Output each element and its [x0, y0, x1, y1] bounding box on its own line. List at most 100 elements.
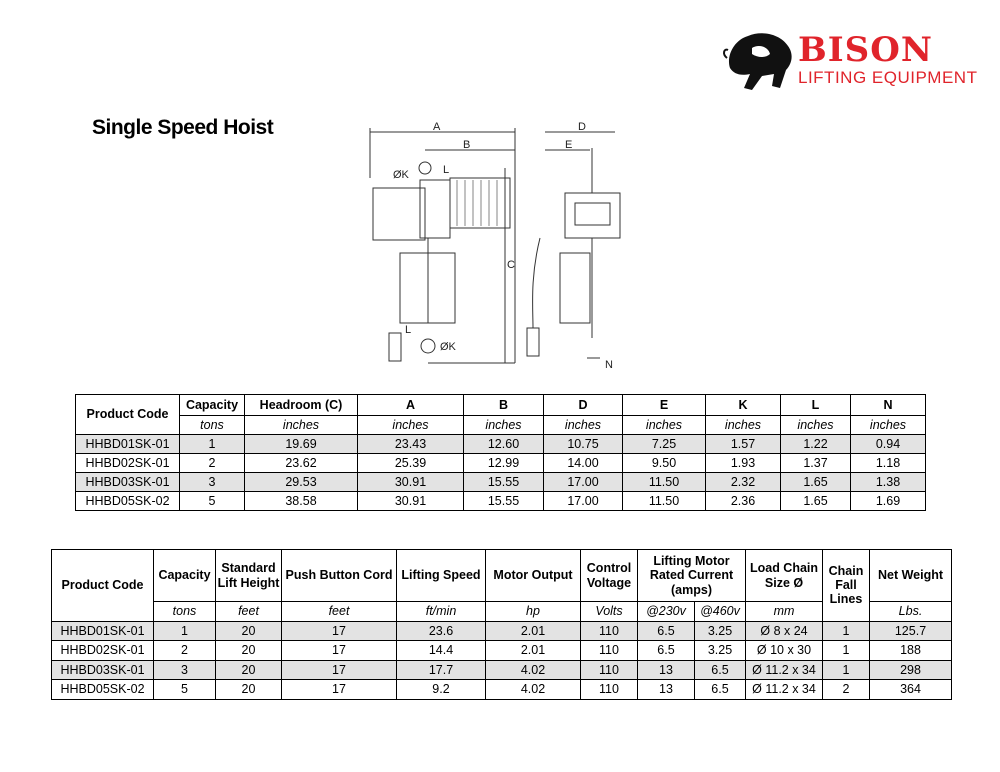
table-cell: 1.18 — [850, 453, 926, 473]
unit-cell: inches — [780, 415, 851, 435]
table-cell: 17 — [281, 679, 397, 700]
unit-cell: mm — [745, 601, 823, 622]
table-cell: 298 — [869, 659, 952, 680]
dim-label-e: E — [565, 139, 572, 151]
specs-table: Product Code Capacity Standard Lift Height… — [51, 549, 952, 700]
column-header: Capacity — [179, 394, 245, 416]
unit-cell: Lbs. — [869, 601, 952, 622]
table-cell: 2.36 — [705, 491, 781, 511]
bison-logo-icon — [723, 33, 792, 90]
dim-label-d: D — [578, 121, 586, 133]
column-header: Product Code — [75, 394, 180, 435]
table-cell: 13 — [637, 679, 695, 700]
table-cell: 10.75 — [543, 434, 623, 454]
table-cell: HHBD03SK-01 — [75, 472, 180, 492]
column-header: Net Weight — [869, 549, 952, 602]
column-header: Standard Lift Height — [215, 549, 282, 602]
table-cell: 6.5 — [694, 679, 746, 700]
table-cell: 17.7 — [396, 659, 486, 680]
table-cell: HHBD01SK-01 — [75, 434, 180, 454]
brand-tagline: LIFTING EQUIPMENT — [798, 68, 978, 87]
table-cell: 20 — [215, 640, 282, 661]
table-cell: 23.43 — [357, 434, 464, 454]
table-cell: 2 — [153, 640, 216, 661]
table-cell: 29.53 — [244, 472, 358, 492]
table-row: HHBD05SK-02 5 38.58 30.91 15.55 17.00 11.50 2.3… — [75, 491, 926, 511]
table-cell: 1 — [153, 620, 216, 641]
table-row: HHBD02SK-01 2 20 17 14.4 2.01 110 6.5 3.25 Ø 10 x… — [51, 640, 952, 661]
unit-cell: inches — [850, 415, 926, 435]
table-cell: 1 — [822, 659, 870, 680]
table-cell: 30.91 — [357, 491, 464, 511]
unit-cell: inches — [357, 415, 464, 435]
table-cell: 2 — [179, 453, 245, 473]
table-cell: 9.50 — [622, 453, 706, 473]
table-cell: 17.00 — [543, 491, 623, 511]
unit-cell: @460v — [694, 601, 746, 622]
table-cell: 1.38 — [850, 472, 926, 492]
table-cell: 9.2 — [396, 679, 486, 700]
table-cell: 12.60 — [463, 434, 544, 454]
unit-cell: inches — [622, 415, 706, 435]
column-header: Control Voltage — [580, 549, 638, 602]
unit-cell: @230v — [637, 601, 695, 622]
table-cell: HHBD05SK-02 — [51, 679, 154, 700]
table-cell: 23.6 — [396, 620, 486, 641]
unit-cell: ft/min — [396, 601, 486, 622]
table-cell: 20 — [215, 679, 282, 700]
unit-cell: inches — [543, 415, 623, 435]
table-row: HHBD01SK-01 1 20 17 23.6 2.01 110 6.5 3.25 Ø 8 x … — [51, 620, 952, 641]
table-row: HHBD02SK-01 2 23.62 25.39 12.99 14.00 9.50 1.93… — [75, 453, 926, 473]
table-cell: 1.69 — [850, 491, 926, 511]
table-cell: 6.5 — [637, 620, 695, 641]
table-cell: 25.39 — [357, 453, 464, 473]
dim-label-b: B — [463, 139, 470, 151]
table-cell: 6.5 — [637, 640, 695, 661]
unit-cell: feet — [215, 601, 282, 622]
table-cell: 38.58 — [244, 491, 358, 511]
table-cell: 14.00 — [543, 453, 623, 473]
table-cell: 2.32 — [705, 472, 781, 492]
hoist-diagram: A B C D E ØK L N L ØK — [369, 121, 621, 371]
table-cell: 2.01 — [485, 640, 581, 661]
dim-label-c: C — [507, 259, 515, 271]
table-cell: 7.25 — [622, 434, 706, 454]
table-row: HHBD03SK-01 3 20 17 17.7 4.02 110 13 6.5 Ø 11.2 x… — [51, 659, 952, 680]
unit-cell: inches — [463, 415, 544, 435]
brand-name: BISON — [798, 30, 933, 70]
table-row: HHBD03SK-01 3 29.53 30.91 15.55 17.00 11.50 2.3… — [75, 472, 926, 492]
page-title: Single Speed Hoist — [92, 116, 274, 139]
table-cell: 110 — [580, 620, 638, 641]
column-header: Push Button Cord — [281, 549, 397, 602]
table-cell: 17 — [281, 640, 397, 661]
table-cell: 12.99 — [463, 453, 544, 473]
units-row: tons inches inches inches inches inches inches… — [76, 415, 926, 435]
dim-label-l-top: L — [443, 164, 449, 176]
table-cell: 1.57 — [705, 434, 781, 454]
table-cell: 110 — [580, 679, 638, 700]
table-cell: Ø 11.2 x 34 — [745, 659, 823, 680]
unit-cell: Volts — [580, 601, 638, 622]
table-cell: 13 — [637, 659, 695, 680]
table-cell: 3.25 — [694, 620, 746, 641]
table-cell: 3 — [179, 472, 245, 492]
table-cell: 1.65 — [780, 491, 851, 511]
table-cell: 1.22 — [780, 434, 851, 454]
table-cell: 1.93 — [705, 453, 781, 473]
unit-cell: inches — [244, 415, 358, 435]
table-cell: Ø 11.2 x 34 — [745, 679, 823, 700]
table-cell: 1.65 — [780, 472, 851, 492]
table-cell: 2.01 — [485, 620, 581, 641]
dim-label-n: N — [605, 359, 613, 371]
dim-label-a: A — [433, 121, 441, 133]
column-header: Chain Fall Lines — [822, 549, 870, 622]
table-cell: 17 — [281, 659, 397, 680]
table-cell: 1 — [179, 434, 245, 454]
table-cell: HHBD02SK-01 — [75, 453, 180, 473]
table-cell: 125.7 — [869, 620, 952, 641]
table-cell: 17 — [281, 620, 397, 641]
column-header: Headroom (C) — [244, 394, 358, 416]
table-cell: Ø 8 x 24 — [745, 620, 823, 641]
